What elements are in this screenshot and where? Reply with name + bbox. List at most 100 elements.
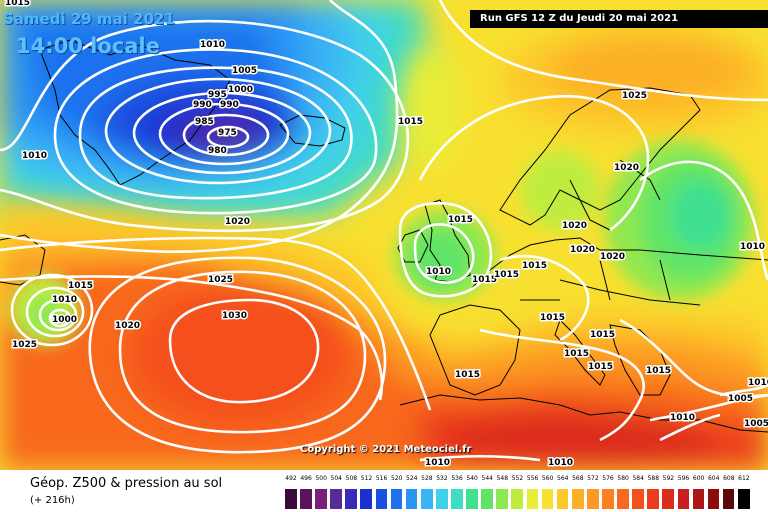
legend-swatch (677, 489, 690, 509)
isobar-label: 1015 (590, 330, 615, 340)
isobar-label: 985 (195, 117, 214, 127)
isobar-label: 1015 (68, 281, 93, 291)
isobar-985 (158, 102, 290, 166)
isobar-1000-small (48, 308, 72, 328)
legend-label: 588 (647, 475, 660, 482)
legend-label: 568 (572, 475, 584, 482)
legend-swatch (737, 489, 750, 509)
legend-swatch (541, 489, 554, 509)
forecast-date: Samedi 29 mai 2021 (3, 10, 175, 28)
isobar-975 (206, 125, 250, 149)
footer-title: Géop. Z500 & pression au sol (30, 476, 223, 491)
isobars (0, 0, 768, 462)
iceland-coast (279, 114, 346, 147)
isobar-label: 1000 (228, 85, 253, 95)
legend-swatch (722, 489, 735, 509)
isobar-label: 1015 (494, 270, 519, 280)
isobar-1020-mid (0, 236, 432, 411)
legend-label: 608 (723, 475, 735, 482)
isobar-label: 1010 (22, 151, 47, 161)
legend-swatch (285, 489, 297, 509)
isobar-1030 (168, 298, 320, 404)
legend-swatch (571, 489, 584, 509)
isobar-1010-greece (659, 413, 721, 442)
isobar-labels: 1015 1010 1005 1000 995 990 990 985 975 … (4, 0, 768, 470)
legend-swatch (632, 489, 644, 509)
isobar-label: 1015 (522, 261, 547, 271)
isobar-980 (182, 113, 270, 157)
legend-swatch (466, 489, 478, 509)
legend-label: 604 (707, 475, 720, 482)
legend-swatch (586, 489, 599, 509)
isobar-label: 1010 (740, 242, 765, 252)
isobar-1025-scand (438, 0, 768, 102)
isobar-label: 1015 (448, 215, 473, 225)
run-info: Run GFS 12 Z du Jeudi 20 mai 2021 (470, 10, 768, 28)
legend-label: 596 (677, 475, 690, 482)
legend-swatch (435, 489, 448, 509)
isobar-label: 975 (218, 128, 237, 138)
isobar-label: 1005 (744, 419, 768, 429)
isobar-label: 1000 (52, 315, 77, 325)
isobar-1005-east (719, 383, 768, 397)
scandinavia-borders (520, 159, 701, 306)
legend-label: 512 (360, 475, 373, 482)
isobar-990 (132, 91, 312, 175)
isobar-1010-east (639, 160, 768, 281)
isobar-label: 1010 (425, 458, 450, 468)
legend-label: 584 (632, 475, 644, 482)
isobar-label: 1020 (115, 321, 140, 331)
isobar-label: 1015 (646, 366, 671, 376)
greenland-coast (39, 39, 231, 186)
isobar-label: 995 (208, 90, 227, 100)
isobar-label: 1030 (222, 311, 247, 321)
continent-coast (469, 237, 768, 291)
isobar-1025-mid (0, 275, 384, 401)
isobar-1015-south (479, 328, 645, 442)
isobar-1015-east (499, 254, 768, 398)
isobar-label: 1015 (564, 349, 589, 359)
legend-label: 504 (330, 475, 342, 482)
isobar-1000 (78, 66, 353, 200)
legend-swatch (662, 489, 675, 509)
legend-label: 580 (617, 475, 629, 482)
isobar-label: 990 (193, 100, 212, 110)
legend-label: 600 (692, 475, 705, 482)
isobar-label: 1005 (232, 66, 257, 76)
isobar-label: 1010 (426, 267, 451, 277)
legend-swatch (420, 489, 433, 509)
geopotential-field (0, 0, 768, 470)
isobar-label: 1015 (588, 362, 613, 372)
legend-swatch (526, 489, 539, 509)
isobar-label: 1020 (225, 217, 250, 227)
copyright-text: Copyright © 2021 Meteociel.fr (300, 444, 472, 455)
isobar-label: 1020 (600, 252, 625, 262)
isobar-label: 1020 (562, 221, 587, 231)
forecast-time: 14:00 locale (16, 34, 160, 58)
isobar-1010-uk (413, 223, 475, 284)
legend-swatch (647, 489, 659, 509)
isobar-1010-south (419, 393, 768, 462)
scandinavia-coast (499, 87, 701, 226)
isobar-label: 1010 (52, 295, 77, 305)
isobar-1015-small (10, 273, 94, 347)
legend-label: 532 (436, 475, 448, 482)
isobar-1005-small (38, 298, 78, 332)
isobar-1010-small (25, 286, 85, 338)
isobar-label: 1015 (5, 0, 30, 8)
legend-label: 528 (421, 475, 433, 482)
iberia-coast (429, 304, 521, 396)
isobar-1025-high (118, 270, 367, 434)
legend-swatch (707, 489, 720, 509)
newfoundland-coast (0, 234, 46, 286)
isobar-1010 (0, 19, 410, 233)
isobar-label: 980 (208, 146, 227, 156)
isobar-label: 990 (220, 100, 239, 110)
legend-label: 612 (738, 475, 750, 482)
isobar-1020-scand (418, 94, 650, 232)
legend-label: 572 (587, 475, 599, 482)
coastlines (0, 39, 768, 433)
legend-label: 500 (315, 475, 327, 482)
color-legend: 492 496 500 504 508 512 516 520 524 528 532 536 540 5… (285, 475, 753, 509)
